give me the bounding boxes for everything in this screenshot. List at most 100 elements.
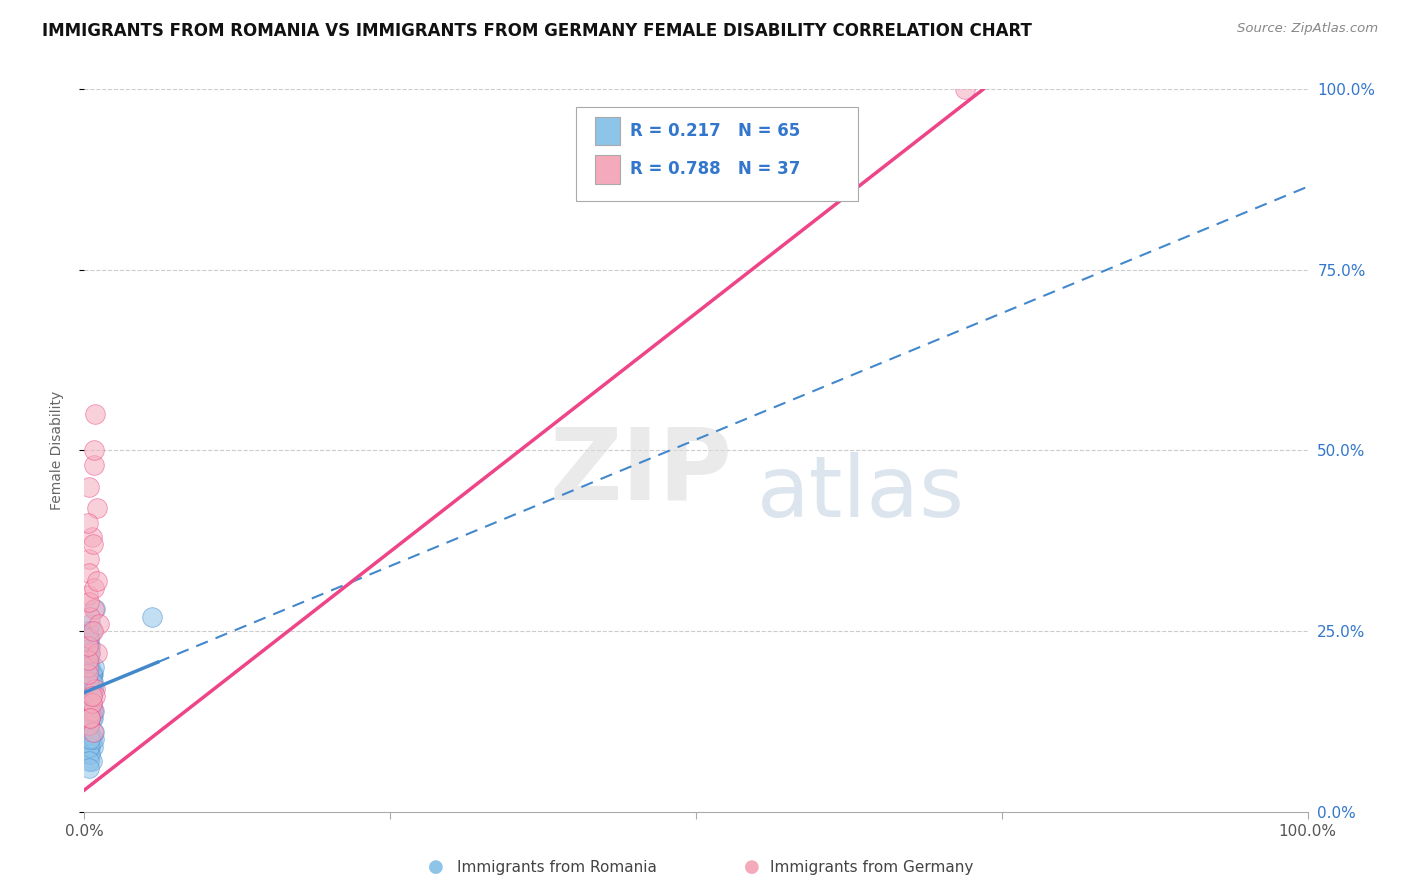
Text: IMMIGRANTS FROM ROMANIA VS IMMIGRANTS FROM GERMANY FEMALE DISABILITY CORRELATION: IMMIGRANTS FROM ROMANIA VS IMMIGRANTS FR… bbox=[42, 22, 1032, 40]
Point bbox=[86, 574, 108, 588]
Point bbox=[77, 754, 100, 768]
Point bbox=[82, 624, 104, 639]
Point bbox=[82, 681, 104, 696]
Point bbox=[77, 646, 100, 660]
Point bbox=[79, 711, 101, 725]
Text: ZIP: ZIP bbox=[550, 424, 733, 521]
Point bbox=[77, 646, 100, 660]
Point bbox=[77, 660, 100, 674]
Point bbox=[77, 739, 100, 754]
Point bbox=[80, 696, 103, 710]
Point bbox=[80, 674, 103, 689]
Point bbox=[141, 609, 163, 624]
Point bbox=[77, 566, 100, 581]
Point bbox=[84, 602, 107, 616]
Point bbox=[953, 82, 976, 96]
Point bbox=[82, 725, 104, 739]
Point bbox=[77, 732, 100, 747]
Point bbox=[80, 689, 103, 703]
Point bbox=[77, 747, 100, 761]
Point bbox=[79, 704, 101, 718]
Point bbox=[77, 516, 100, 530]
Point bbox=[86, 501, 108, 516]
Point bbox=[77, 718, 100, 732]
Point bbox=[80, 667, 103, 681]
Point bbox=[79, 725, 101, 739]
Text: ●: ● bbox=[427, 858, 444, 876]
Point bbox=[79, 689, 101, 703]
Point bbox=[77, 639, 100, 653]
Point bbox=[77, 639, 100, 653]
Point bbox=[83, 732, 105, 747]
Point bbox=[80, 689, 103, 703]
Point bbox=[77, 696, 100, 710]
Point bbox=[82, 739, 104, 754]
Text: ●: ● bbox=[744, 858, 761, 876]
Point bbox=[79, 732, 101, 747]
Point bbox=[79, 609, 101, 624]
Point bbox=[83, 704, 105, 718]
Point bbox=[77, 551, 100, 566]
Point bbox=[77, 653, 100, 667]
Point bbox=[77, 725, 100, 739]
Point bbox=[77, 588, 100, 602]
Point bbox=[79, 711, 101, 725]
Point bbox=[77, 667, 100, 681]
Point bbox=[79, 616, 101, 631]
Text: atlas: atlas bbox=[758, 452, 965, 535]
Point bbox=[77, 674, 100, 689]
Point bbox=[79, 689, 101, 703]
Point bbox=[79, 747, 101, 761]
Point bbox=[77, 696, 100, 710]
Point bbox=[80, 667, 103, 681]
Point bbox=[79, 660, 101, 674]
Text: R = 0.788   N = 37: R = 0.788 N = 37 bbox=[630, 161, 800, 178]
Point bbox=[79, 711, 101, 725]
Point bbox=[83, 725, 105, 739]
Point bbox=[80, 704, 103, 718]
Point bbox=[77, 632, 100, 646]
Point bbox=[83, 443, 105, 458]
Point bbox=[77, 718, 100, 732]
Point bbox=[82, 704, 104, 718]
Point bbox=[77, 696, 100, 710]
Point bbox=[79, 704, 101, 718]
Point bbox=[77, 595, 100, 609]
Point bbox=[79, 646, 101, 660]
Point bbox=[82, 711, 104, 725]
Point bbox=[77, 653, 100, 667]
Text: Immigrants from Germany: Immigrants from Germany bbox=[770, 860, 974, 874]
Point bbox=[77, 718, 100, 732]
Point bbox=[77, 660, 100, 674]
Point bbox=[80, 530, 103, 544]
Point bbox=[79, 689, 101, 703]
Point bbox=[77, 725, 100, 739]
Text: Immigrants from Romania: Immigrants from Romania bbox=[457, 860, 657, 874]
Point bbox=[77, 653, 100, 667]
Point bbox=[77, 624, 100, 639]
Point bbox=[77, 718, 100, 732]
Point bbox=[84, 689, 107, 703]
Point bbox=[79, 639, 101, 653]
Point bbox=[80, 711, 103, 725]
Point bbox=[79, 646, 101, 660]
Point bbox=[77, 632, 100, 646]
Point bbox=[82, 674, 104, 689]
Point bbox=[77, 632, 100, 646]
Point bbox=[80, 696, 103, 710]
Text: Source: ZipAtlas.com: Source: ZipAtlas.com bbox=[1237, 22, 1378, 36]
Point bbox=[80, 624, 103, 639]
Point bbox=[83, 602, 105, 616]
Point bbox=[77, 732, 100, 747]
Point bbox=[82, 537, 104, 551]
Point bbox=[82, 681, 104, 696]
Point bbox=[77, 696, 100, 710]
Point bbox=[82, 667, 104, 681]
Point bbox=[77, 761, 100, 775]
Point bbox=[79, 739, 101, 754]
Point bbox=[80, 667, 103, 681]
Point bbox=[83, 458, 105, 472]
Point bbox=[83, 660, 105, 674]
Point bbox=[80, 754, 103, 768]
Point bbox=[80, 732, 103, 747]
